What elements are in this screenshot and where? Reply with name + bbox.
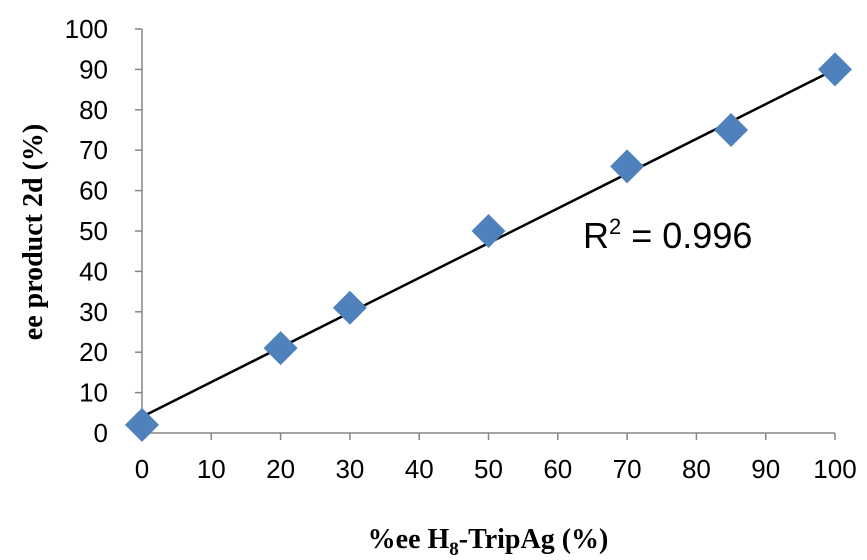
x-tick-label: 0 (135, 454, 149, 484)
x-tick-label: 80 (682, 454, 711, 484)
data-point (125, 407, 159, 442)
y-tick-label: 100 (65, 14, 108, 44)
data-point (471, 214, 506, 248)
y-tick-label: 80 (79, 95, 108, 125)
x-tick-label: 70 (613, 454, 642, 484)
r-squared-value: = 0.996 (621, 215, 752, 256)
y-tick-label: 60 (79, 176, 108, 206)
x-tick-label: 30 (335, 454, 364, 484)
x-tick-label: 60 (543, 454, 572, 484)
x-axis-title-suffix: -TripAg (%) (459, 524, 609, 555)
data-point (263, 331, 298, 366)
y-axis-title: ee product 2d (%) (18, 124, 49, 340)
x-tick-label: 90 (751, 454, 780, 484)
y-tick-label: 0 (94, 418, 108, 448)
y-tick-label: 30 (79, 297, 108, 327)
y-tick-label: 10 (79, 378, 108, 408)
x-tick-label: 10 (197, 454, 226, 484)
data-point (714, 113, 749, 147)
x-tick-label: 40 (405, 454, 434, 484)
data-points (125, 52, 852, 442)
x-axis-title-subscript: 8 (449, 539, 459, 560)
y-tick-label: 70 (79, 135, 108, 165)
ticks: 0 10 20 30 40 50 60 70 80 90 100 0 10 20 30 40 50 60 70 80 9… (65, 14, 857, 484)
r-squared-annotation: R2 = 0.996 (583, 214, 752, 256)
y-tick-label: 90 (79, 54, 108, 84)
x-tick-label: 50 (474, 454, 503, 484)
x-tick-label: 100 (813, 454, 856, 484)
data-point (818, 52, 852, 87)
data-point (610, 149, 645, 184)
y-tick-label: 20 (79, 337, 108, 367)
y-tick-label: 50 (79, 216, 108, 246)
r-squared-superscript: 2 (609, 214, 621, 239)
r-squared-base: R (583, 215, 609, 256)
x-tick-label: 20 (266, 454, 295, 484)
x-axis-title: %ee H8-TripAg (%) (368, 524, 609, 560)
data-point (332, 290, 367, 325)
y-tick-label: 40 (79, 256, 108, 286)
x-axis-title-prefix: %ee H (368, 524, 450, 555)
